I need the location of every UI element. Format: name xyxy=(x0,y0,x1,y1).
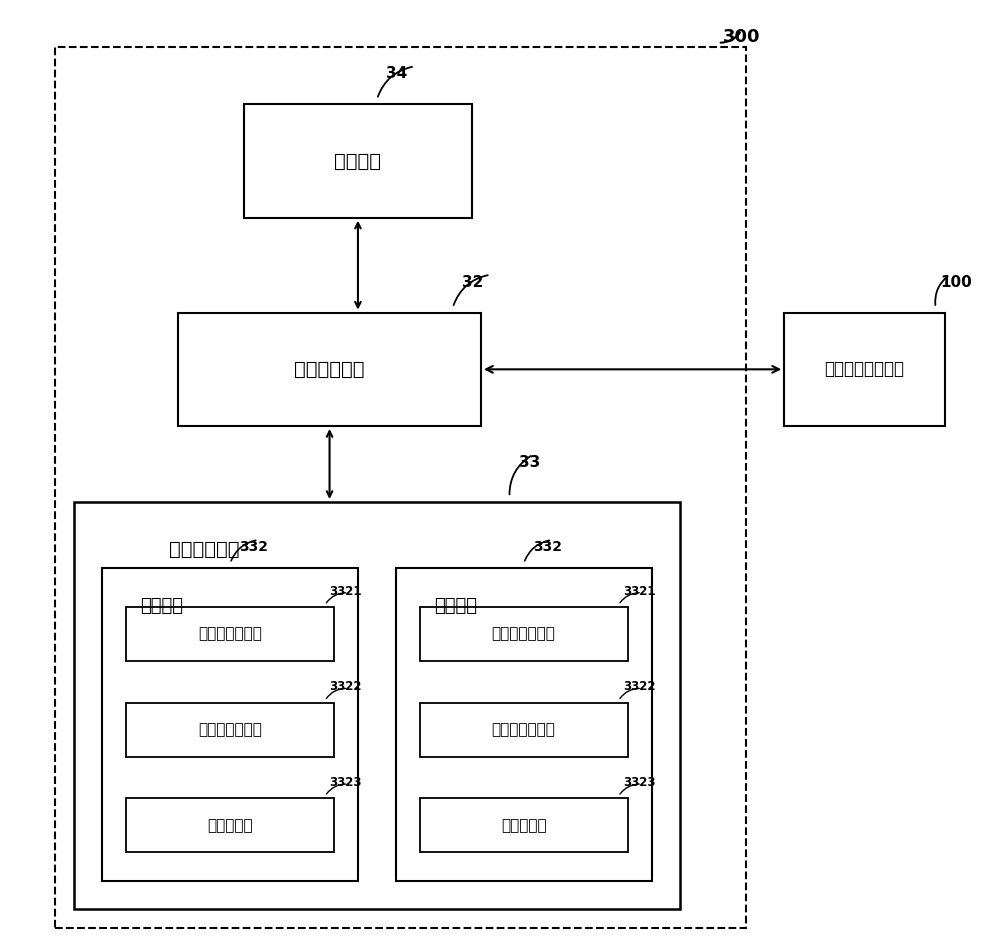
Text: 健康监控子系统: 健康监控子系统 xyxy=(492,627,556,641)
FancyBboxPatch shape xyxy=(126,703,334,757)
FancyBboxPatch shape xyxy=(178,313,481,426)
Text: 3322: 3322 xyxy=(330,680,362,693)
Text: 100: 100 xyxy=(940,275,972,290)
Text: 3323: 3323 xyxy=(330,776,362,789)
Text: 34: 34 xyxy=(386,66,408,81)
FancyBboxPatch shape xyxy=(244,104,472,218)
Text: 监管系统: 监管系统 xyxy=(140,597,183,615)
Text: 32: 32 xyxy=(462,275,483,290)
FancyBboxPatch shape xyxy=(126,607,334,661)
Text: 预警子系统: 预警子系统 xyxy=(501,818,546,832)
Text: 监管系统集群: 监管系统集群 xyxy=(169,540,239,559)
FancyBboxPatch shape xyxy=(784,313,945,426)
Text: 监控系统规则库: 监控系统规则库 xyxy=(492,723,556,737)
FancyBboxPatch shape xyxy=(74,502,680,909)
Text: 300: 300 xyxy=(723,28,760,46)
Text: 3322: 3322 xyxy=(623,680,656,693)
Text: 监控系统规则库: 监控系统规则库 xyxy=(198,723,262,737)
Text: 3321: 3321 xyxy=(330,584,362,598)
Text: 332: 332 xyxy=(240,540,269,554)
Text: 3323: 3323 xyxy=(623,776,656,789)
FancyBboxPatch shape xyxy=(396,568,652,881)
Text: 33: 33 xyxy=(519,455,540,470)
Text: 通信交换集群: 通信交换集群 xyxy=(294,360,365,379)
FancyBboxPatch shape xyxy=(420,798,628,852)
Text: 健康监控子系统: 健康监控子系统 xyxy=(198,627,262,641)
FancyBboxPatch shape xyxy=(126,798,334,852)
Text: 332: 332 xyxy=(533,540,562,554)
FancyBboxPatch shape xyxy=(55,47,746,928)
FancyBboxPatch shape xyxy=(102,568,358,881)
Text: 预警子系统: 预警子系统 xyxy=(207,818,253,832)
Text: 数据处理装置集群: 数据处理装置集群 xyxy=(825,360,905,379)
FancyBboxPatch shape xyxy=(420,703,628,757)
Text: 3321: 3321 xyxy=(623,584,656,598)
Text: 调整单元: 调整单元 xyxy=(334,152,381,170)
FancyBboxPatch shape xyxy=(420,607,628,661)
Text: 监管系统: 监管系统 xyxy=(434,597,477,615)
